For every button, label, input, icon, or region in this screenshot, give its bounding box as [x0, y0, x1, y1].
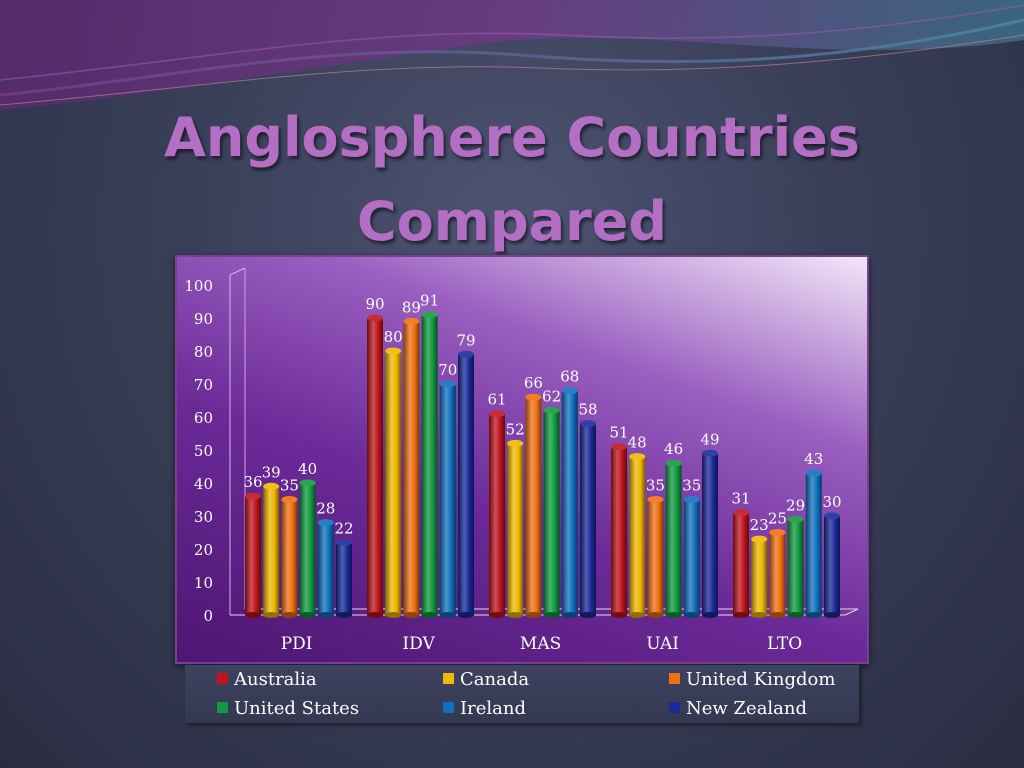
decorative-wave: [0, 0, 1024, 110]
legend-swatch: [669, 702, 680, 713]
legend-entry: Australia: [217, 669, 317, 691]
legend-label: Canada: [460, 669, 530, 690]
legend-swatch: [217, 673, 228, 684]
legend-entry: United Kingdom: [669, 669, 835, 691]
legend-label: United States: [234, 698, 360, 719]
legend-label: New Zealand: [686, 698, 808, 719]
legend-entry: New Zealand: [669, 698, 807, 720]
title-line-1: Anglosphere Countries: [164, 106, 860, 169]
legend-label: United Kingdom: [686, 669, 836, 690]
legend-entry: Ireland: [443, 698, 526, 720]
chart-panel: [175, 255, 869, 664]
legend-swatch: [443, 702, 454, 713]
slide-title: Anglosphere Countries Compared: [0, 96, 1024, 264]
legend-label: Australia: [234, 669, 317, 690]
legend: [185, 665, 859, 723]
legend-label: Ireland: [460, 698, 526, 719]
legend-swatch: [217, 702, 228, 713]
legend-swatch: [443, 673, 454, 684]
title-line-2: Compared: [357, 190, 667, 253]
legend-entry: Canada: [443, 669, 529, 691]
legend-swatch: [669, 673, 680, 684]
legend-entry: United States: [217, 698, 359, 720]
